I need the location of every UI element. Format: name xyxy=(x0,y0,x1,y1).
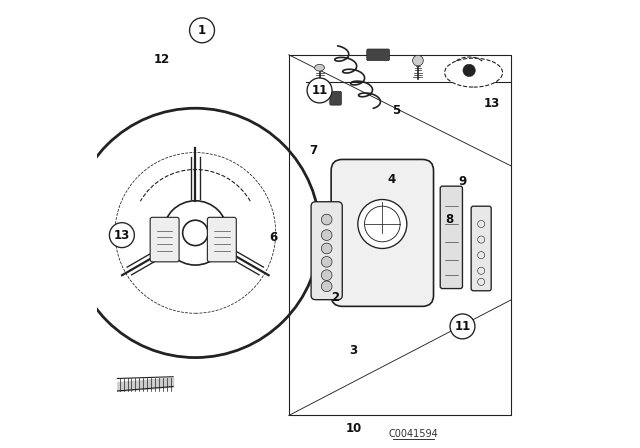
Circle shape xyxy=(109,223,134,248)
FancyBboxPatch shape xyxy=(330,91,341,105)
Ellipse shape xyxy=(445,58,502,87)
Circle shape xyxy=(321,214,332,225)
FancyBboxPatch shape xyxy=(440,186,463,289)
Circle shape xyxy=(413,55,423,66)
Text: 13: 13 xyxy=(114,228,130,241)
Text: 11: 11 xyxy=(454,320,470,333)
Circle shape xyxy=(182,220,208,246)
FancyBboxPatch shape xyxy=(207,217,236,262)
Circle shape xyxy=(358,199,407,249)
Text: C0041594: C0041594 xyxy=(388,429,438,439)
Text: 8: 8 xyxy=(445,213,453,226)
FancyBboxPatch shape xyxy=(150,217,179,262)
Text: 5: 5 xyxy=(392,104,400,117)
Text: 4: 4 xyxy=(387,173,396,186)
Ellipse shape xyxy=(315,65,324,71)
FancyBboxPatch shape xyxy=(471,206,491,291)
Text: 10: 10 xyxy=(345,422,362,435)
Text: 3: 3 xyxy=(349,345,358,358)
Circle shape xyxy=(463,64,476,77)
Text: 11: 11 xyxy=(312,84,328,97)
Text: 9: 9 xyxy=(458,175,467,188)
Circle shape xyxy=(321,230,332,241)
Circle shape xyxy=(450,314,475,339)
Circle shape xyxy=(321,281,332,292)
Text: 2: 2 xyxy=(332,291,340,304)
Text: 6: 6 xyxy=(269,231,277,244)
Circle shape xyxy=(321,270,332,280)
FancyBboxPatch shape xyxy=(367,49,390,60)
Circle shape xyxy=(321,257,332,267)
Text: 12: 12 xyxy=(154,53,170,66)
FancyBboxPatch shape xyxy=(311,202,342,300)
Circle shape xyxy=(307,78,332,103)
Text: 13: 13 xyxy=(483,97,500,110)
Circle shape xyxy=(321,243,332,254)
Text: 1: 1 xyxy=(198,24,206,37)
Text: 7: 7 xyxy=(309,144,317,157)
Circle shape xyxy=(189,18,214,43)
FancyBboxPatch shape xyxy=(331,159,433,306)
